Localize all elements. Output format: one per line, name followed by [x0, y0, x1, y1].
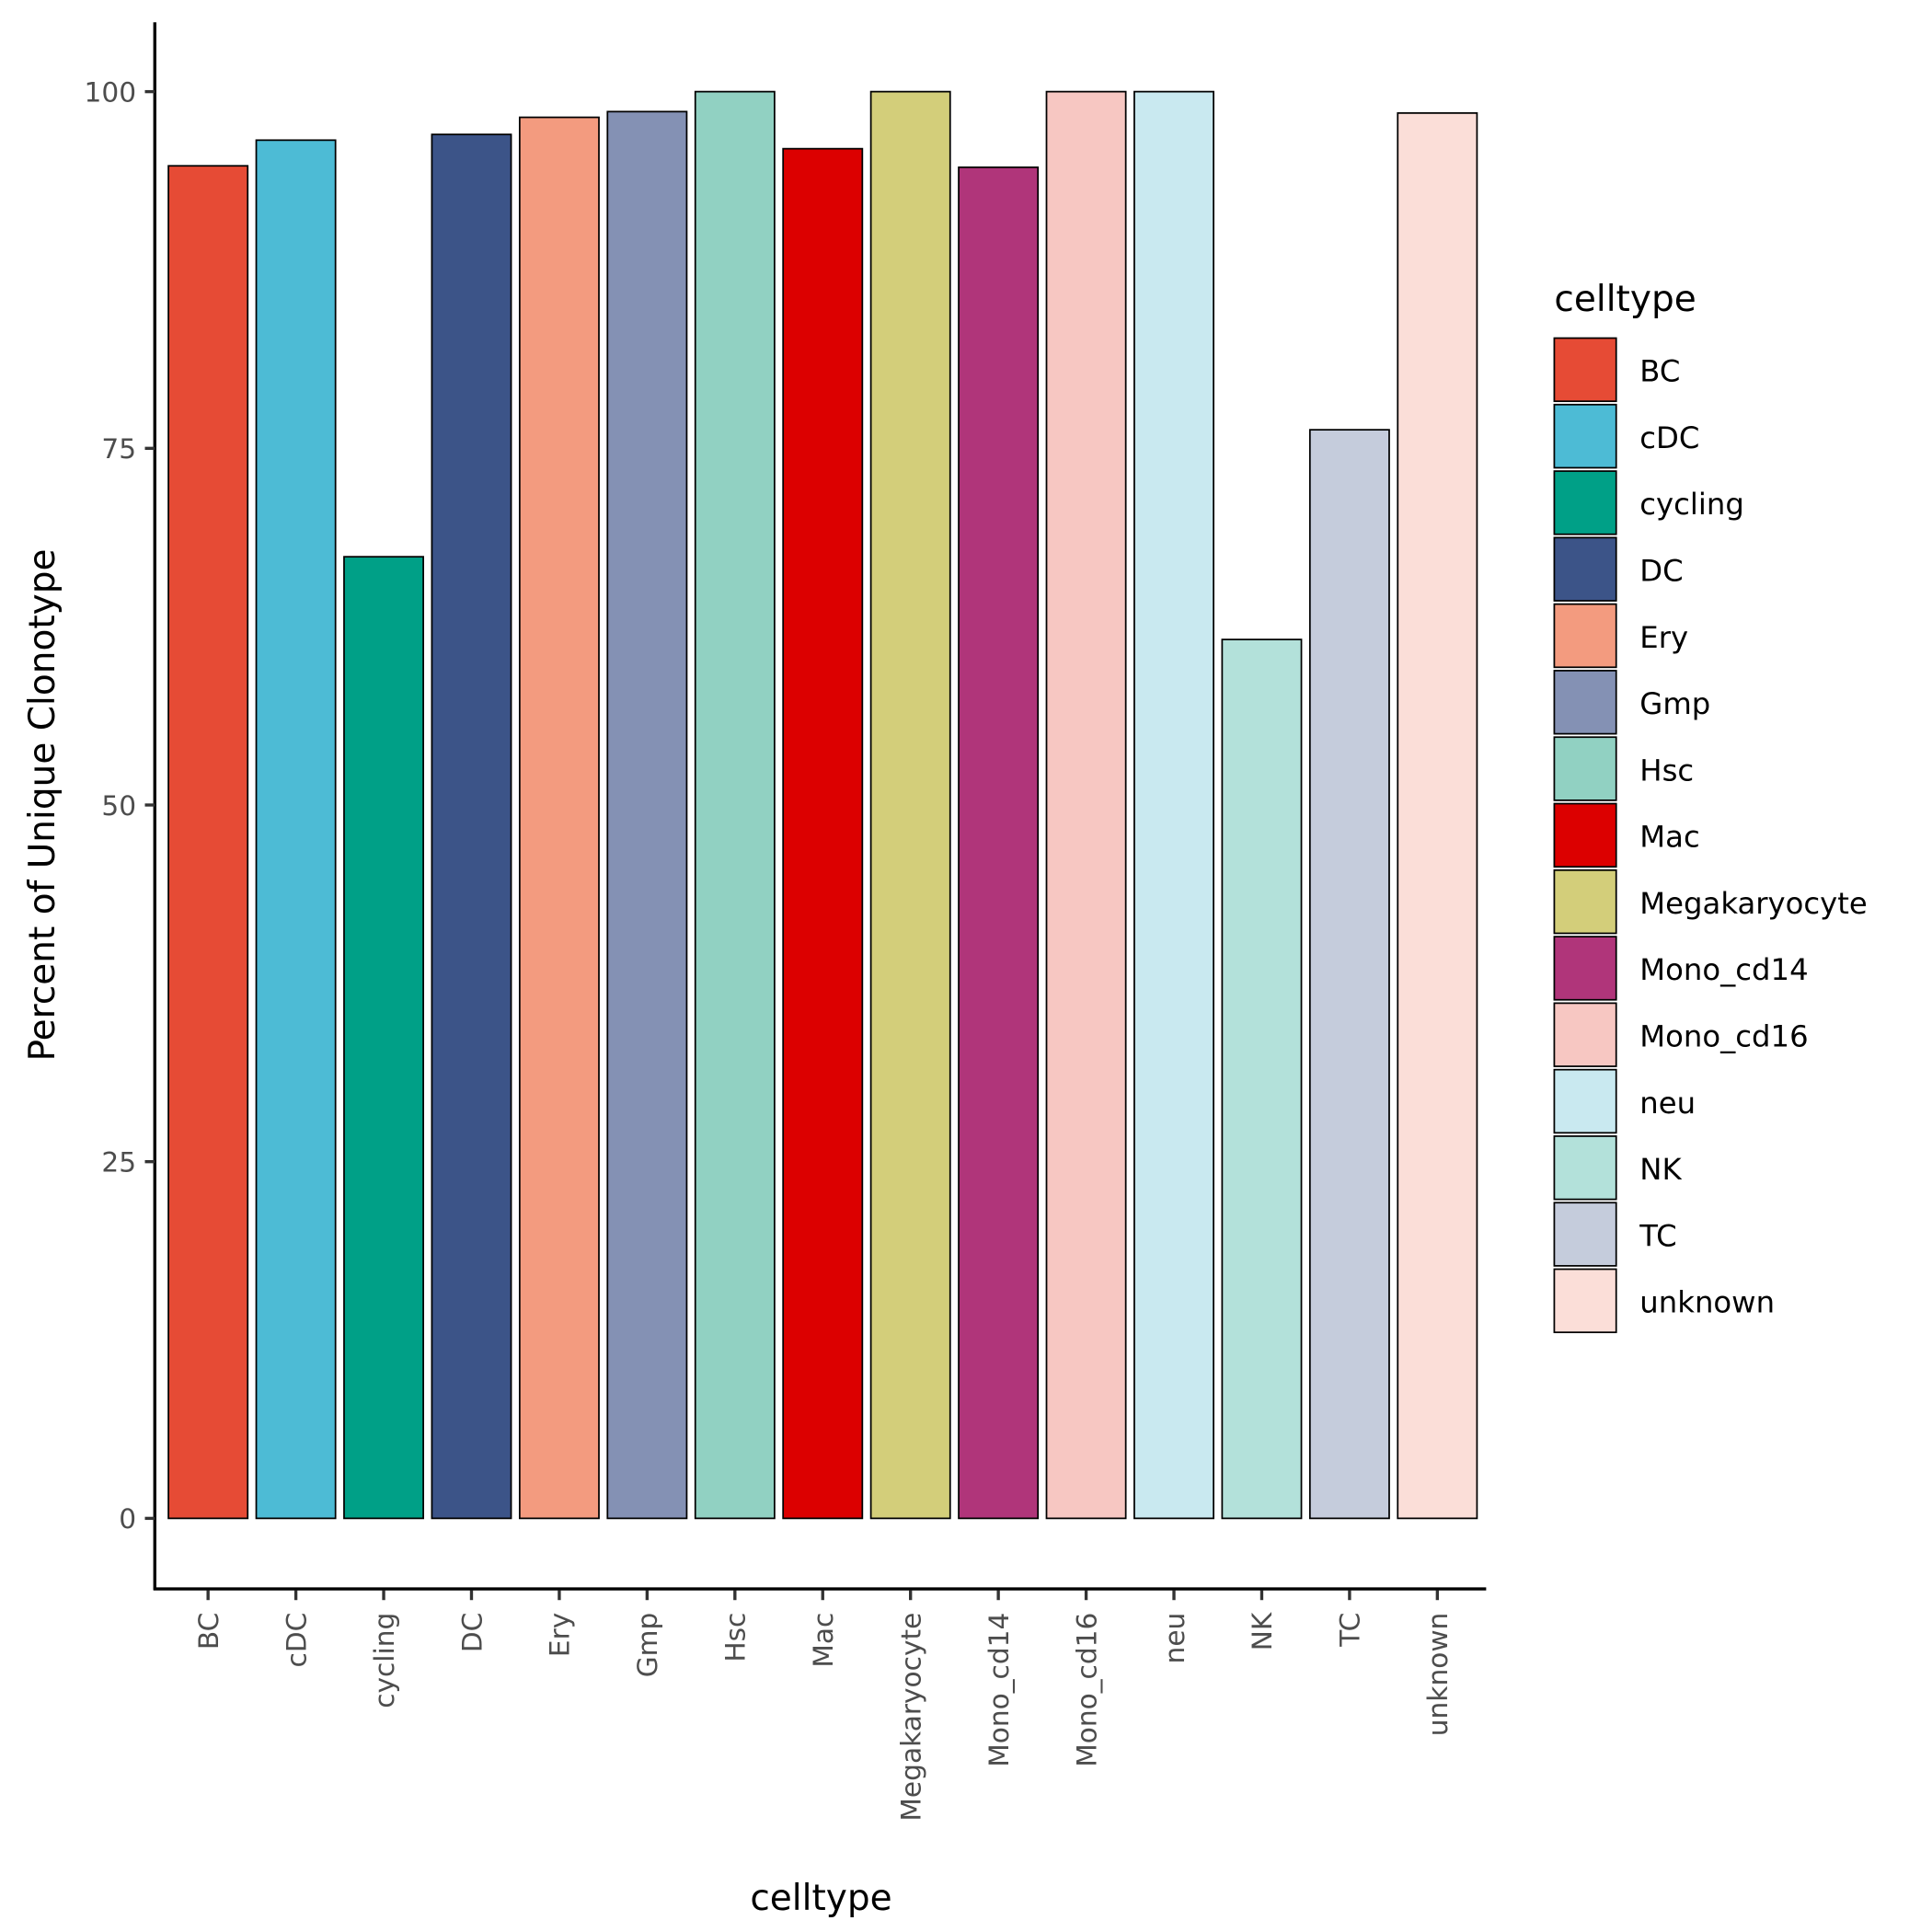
x-axis-title: celltype — [750, 1878, 891, 1919]
bar-DC — [431, 133, 512, 1520]
x-tick-label: Mono_cd14 — [983, 1613, 1015, 1767]
y-tick-label: 100 — [85, 76, 137, 108]
bar-Mono_cd14 — [958, 166, 1040, 1520]
legend-swatch-Mono_cd16 — [1553, 1002, 1617, 1067]
y-ticks: 0 25 50 75 100 — [85, 76, 155, 1535]
bar-BC — [167, 165, 249, 1520]
x-tick-label: Megakaryocyte — [895, 1613, 926, 1822]
x-tick-label: unknown — [1422, 1613, 1454, 1737]
legend-swatch-unknown — [1553, 1268, 1617, 1334]
bar-neu — [1133, 90, 1214, 1520]
legend-label: Gmp — [1639, 686, 1710, 721]
bar-Hsc — [694, 90, 776, 1520]
y-tick-label: 75 — [101, 433, 136, 465]
legend-label: Hsc — [1639, 753, 1694, 788]
y-tick-label: 25 — [101, 1146, 136, 1178]
x-tick-label: Hsc — [720, 1613, 752, 1662]
legend-label: Mac — [1639, 820, 1699, 855]
legend-label: NK — [1639, 1152, 1682, 1187]
bar-cycling — [343, 556, 424, 1520]
x-tick-label: Mono_cd16 — [1071, 1613, 1102, 1767]
x-tick-label: neu — [1159, 1613, 1190, 1664]
legend-label: cDC — [1639, 420, 1699, 455]
legend-label: Mono_cd16 — [1639, 1019, 1808, 1054]
bar-Gmp — [606, 110, 688, 1520]
y-axis-title: Percent of Unique Clonotype — [22, 549, 63, 1062]
legend-label: unknown — [1639, 1285, 1775, 1320]
legend-label: DC — [1639, 553, 1683, 588]
bar-cDC — [255, 139, 337, 1520]
legend-label: Mono_cd14 — [1639, 952, 1808, 987]
bar-Mac — [782, 147, 864, 1520]
legend-swatch-NK — [1553, 1135, 1617, 1201]
legend-swatch-TC — [1553, 1202, 1617, 1267]
x-tick-label: Ery — [545, 1613, 576, 1657]
legend-swatch-Hsc — [1553, 736, 1617, 801]
x-tick-label: TC — [1335, 1613, 1366, 1648]
legend-swatch-Mac — [1553, 802, 1617, 868]
legend-swatch-Mono_cd14 — [1553, 936, 1617, 1001]
bar-TC — [1308, 429, 1390, 1520]
legend-title: celltype — [1554, 279, 1696, 320]
x-tick-label: cycling — [369, 1613, 400, 1708]
legend-label: TC — [1639, 1218, 1676, 1253]
bar-NK — [1221, 638, 1303, 1520]
legend-label: Megakaryocyte — [1639, 886, 1868, 921]
legend-label: Ery — [1639, 620, 1688, 655]
legend-swatch-Ery — [1553, 603, 1617, 669]
x-tick-label: Gmp — [632, 1613, 663, 1678]
x-tick-label: cDC — [281, 1613, 312, 1668]
bar-Ery — [518, 116, 600, 1520]
legend-swatch-BC — [1553, 337, 1617, 403]
bar-Megakaryocyte — [869, 90, 951, 1520]
bar-Mono_cd16 — [1045, 90, 1127, 1520]
legend-swatch-cDC — [1553, 403, 1617, 469]
legend: celltype BC cDC cycling DC Ery Gmp Hsc Mac Megak… — [1553, 279, 1868, 1334]
legend-label: neu — [1639, 1086, 1696, 1121]
legend-swatch-cycling — [1553, 470, 1617, 535]
x-tick-label: DC — [456, 1613, 488, 1652]
y-tick-label: 0 — [119, 1503, 136, 1535]
legend-swatch-Megakaryocyte — [1553, 868, 1617, 935]
x-tick-label: NK — [1247, 1611, 1278, 1650]
x-ticks: BC cDC cycling DC Ery Gmp Hsc Mac Megakaryocyte M… — [193, 1590, 1454, 1822]
legend-label: cycling — [1639, 487, 1744, 522]
x-tick-label: Mac — [808, 1613, 839, 1668]
x-tick-label: BC — [193, 1613, 224, 1650]
bar-unknown — [1397, 112, 1478, 1520]
legend-swatch-neu — [1553, 1068, 1617, 1134]
bars-group — [167, 90, 1478, 1520]
legend-label: BC — [1639, 354, 1680, 389]
legend-swatch-DC — [1553, 536, 1617, 602]
y-tick-label: 50 — [101, 790, 136, 822]
legend-swatch-Gmp — [1553, 670, 1617, 735]
